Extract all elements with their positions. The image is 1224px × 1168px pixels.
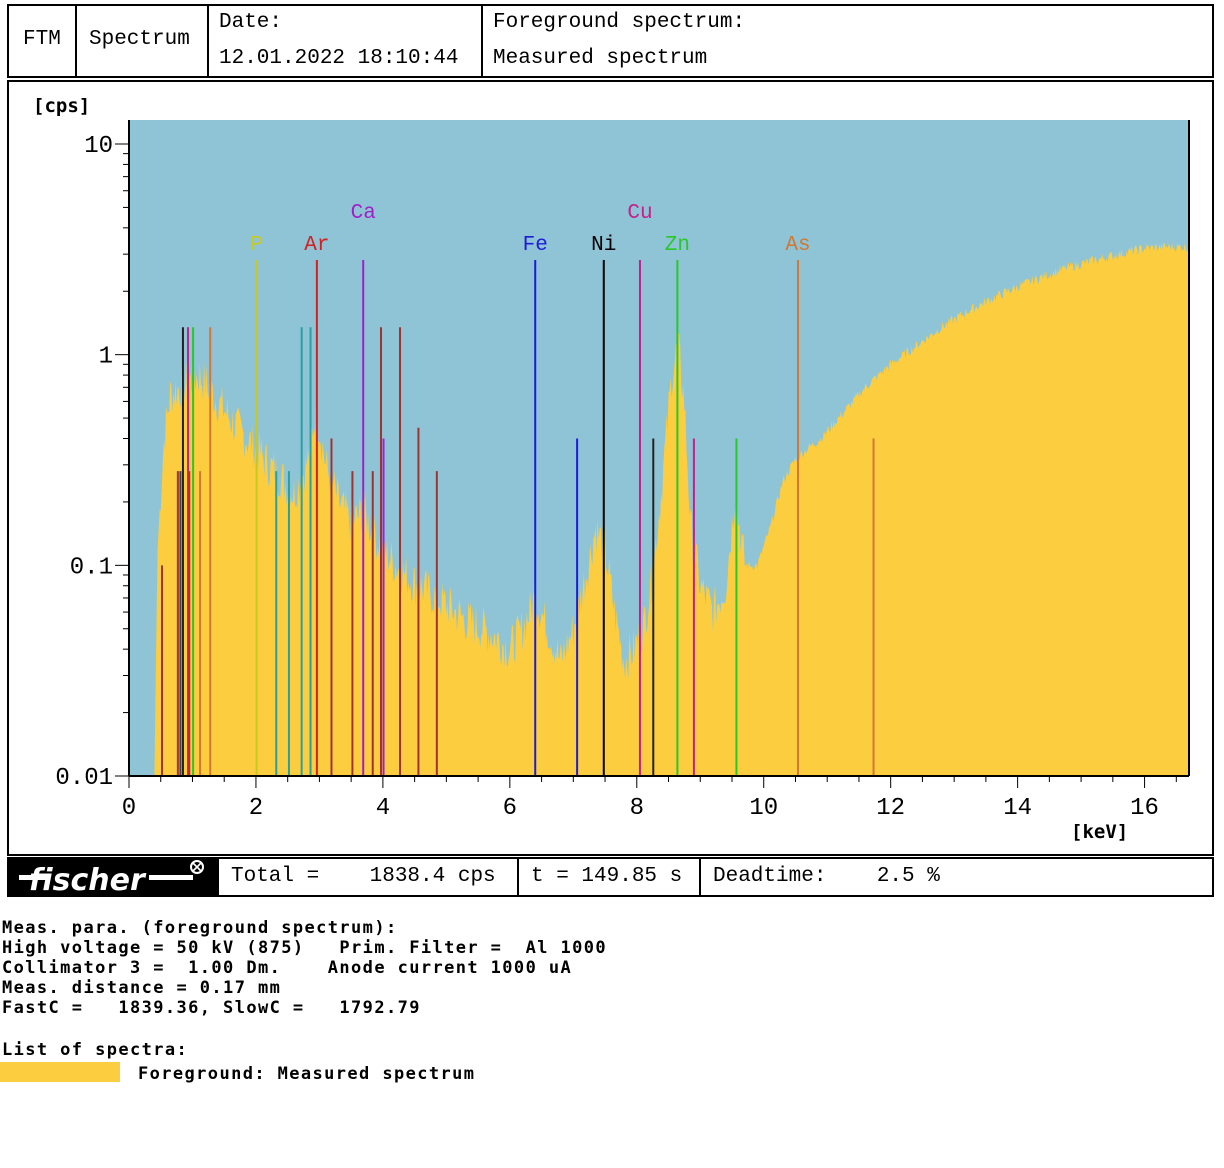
params-line-2: Collimator 3 = 1.00 Dm. Anode current 10…	[2, 958, 573, 978]
x-tick-label: 10	[749, 795, 778, 822]
date-label: Date:	[219, 11, 283, 34]
x-tick-label: 8	[630, 795, 644, 822]
element-label-ca: Ca	[351, 202, 376, 225]
x-tick-label: 14	[1003, 795, 1032, 822]
element-label-cu: Cu	[627, 202, 652, 225]
foreground-value: Measured spectrum	[493, 47, 708, 70]
header-brand: FTM	[23, 28, 61, 51]
x-tick-label: 16	[1130, 795, 1159, 822]
params-line-4: FastC = 1839.36, SlowC = 1792.79	[2, 998, 421, 1018]
y-tick-label: 0.01	[55, 765, 113, 792]
element-label-fe: Fe	[523, 234, 548, 257]
header-mode-cell: Spectrum	[75, 6, 207, 76]
footer-bar: fischer Total = 1838.4 cps t = 149.85 s …	[7, 857, 1214, 898]
fischer-logo: fischer	[9, 859, 217, 898]
header-date-cell: Date: 12.01.2022 18:10:44	[207, 6, 481, 76]
spectrum-plot-frame: P Ar Ca Fe Ni Cu Zn As 10 1 0.1 0.01 0 2 4 6 8 10 12 14 16 [c…	[7, 80, 1214, 856]
element-label-as: As	[785, 234, 810, 257]
element-label-zn: Zn	[665, 234, 690, 257]
header-mode: Spectrum	[89, 28, 190, 51]
spectrum-area	[129, 242, 1189, 777]
y-tick-label: 1	[99, 344, 113, 371]
time-cell: t = 149.85 s	[517, 859, 699, 895]
y-tick-label: 10	[84, 133, 113, 160]
deadtime: Deadtime: 2.5 %	[713, 865, 940, 888]
x-tick-label: 6	[503, 795, 517, 822]
x-tick-label: 2	[249, 795, 263, 822]
deadtime-cell: Deadtime: 2.5 %	[699, 859, 1214, 895]
y-axis-label: [cps]	[33, 95, 90, 117]
y-tick-label: 0.1	[70, 554, 113, 581]
header-bar: FTM Spectrum Date: 12.01.2022 18:10:44 F…	[7, 4, 1214, 78]
element-label-ar: Ar	[304, 234, 329, 257]
element-label-p: P	[250, 234, 263, 257]
x-axis-label: [keV]	[1071, 821, 1128, 843]
element-label-ni: Ni	[591, 234, 616, 257]
spectrum-chart: P Ar Ca Fe Ni Cu Zn As 10 1 0.1 0.01 0 2 4 6 8 10 12 14 16 [c…	[33, 95, 1190, 843]
measurement-time: t = 149.85 s	[531, 865, 683, 888]
total-rate: Total = 1838.4 cps	[231, 865, 496, 888]
legend-entry: Foreground: Measured spectrum	[138, 1064, 476, 1084]
total-cell: Total = 1838.4 cps	[217, 859, 517, 895]
legend-title: List of spectra:	[2, 1040, 189, 1060]
logo-text: fischer	[29, 863, 147, 895]
foreground-label: Foreground spectrum:	[493, 11, 746, 34]
params-line-1: High voltage = 50 kV (875) Prim. Filter …	[2, 938, 608, 958]
header-brand-cell: FTM	[9, 6, 77, 76]
x-tick-label: 0	[122, 795, 136, 822]
fischer-logo-graphic: fischer	[19, 860, 204, 898]
x-tick-label: 12	[876, 795, 905, 822]
params-title: Meas. para. (foreground spectrum):	[2, 918, 398, 938]
header-spectrum-cell: Foreground spectrum: Measured spectrum	[481, 6, 1214, 76]
legend-swatch	[0, 1062, 120, 1082]
date-value: 12.01.2022 18:10:44	[219, 47, 459, 70]
x-tick-label: 4	[376, 795, 390, 822]
params-line-3: Meas. distance = 0.17 mm	[2, 978, 282, 998]
